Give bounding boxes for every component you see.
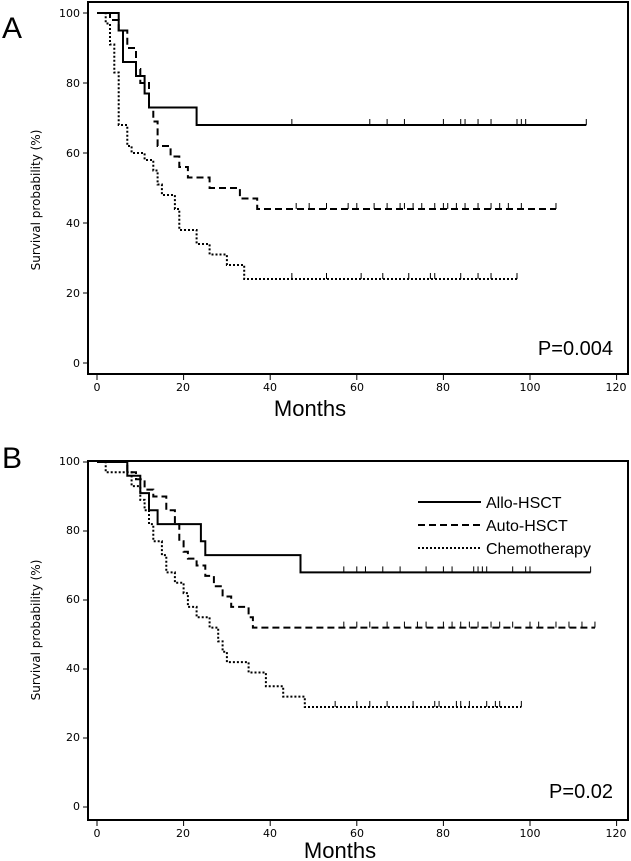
panel-b-series-auto-hsct xyxy=(97,461,595,629)
panel-a-ytick-0: 0 xyxy=(73,357,80,370)
panel-b-ytick-20: 20 xyxy=(66,731,80,744)
panel-a-xtick-labels: 0 20 40 60 80 100 120 xyxy=(94,381,627,394)
panel-b-plot-area xyxy=(83,460,629,826)
panel-a-xtick-60: 60 xyxy=(350,381,364,394)
panel-b-ylabel: Survival probability (%) xyxy=(29,560,43,701)
panel-b-xtick-20: 20 xyxy=(176,827,190,840)
legend-label-chemotherapy: Chemotherapy xyxy=(486,541,591,558)
panel-a-series-dotted xyxy=(97,12,517,280)
panel-b-legend: Allo-HSCT Auto-HSCT Chemotherapy xyxy=(418,495,591,558)
panel-a-series-dashed xyxy=(97,12,556,210)
panel-b: B Survival probability (%) 0 20 40 60 80… xyxy=(2,442,629,861)
panel-a-ytick-60: 60 xyxy=(66,147,80,160)
panel-a-xtick-40: 40 xyxy=(263,381,277,394)
legend-label-auto-hsct: Auto-HSCT xyxy=(486,518,568,535)
panel-a-letter: A xyxy=(2,12,22,45)
panel-b-ytick-60: 60 xyxy=(66,593,80,606)
panel-a-axes-frame xyxy=(87,1,629,375)
panel-b-ytick-40: 40 xyxy=(66,662,80,675)
panel-a-xtick-80: 80 xyxy=(436,381,450,394)
panel-a-xtick-0: 0 xyxy=(94,381,101,394)
panel-b-xtick-40: 40 xyxy=(263,827,277,840)
panel-b-series-allo-hsct xyxy=(97,461,591,574)
panel-a: A Survival probability (%) 0 20 40 60 80… xyxy=(2,1,629,421)
panel-b-axes-frame xyxy=(87,460,629,821)
legend-label-allo-hsct: Allo-HSCT xyxy=(486,495,562,512)
panel-b-xtick-labels: 0 20 40 60 80 100 120 xyxy=(94,827,627,840)
panel-b-ytick-labels: 0 20 40 60 80 100 xyxy=(59,455,80,813)
panel-b-series-chemotherapy xyxy=(97,461,522,708)
panel-b-xtick-120: 120 xyxy=(606,827,627,840)
panel-a-ytick-40: 40 xyxy=(66,217,80,230)
panel-a-xlabel: Months xyxy=(274,396,346,421)
panel-a-xtick-120: 120 xyxy=(606,381,627,394)
panel-b-xlabel: Months xyxy=(304,838,376,861)
panel-a-plot-area xyxy=(83,1,629,380)
panel-a-ytick-100: 100 xyxy=(59,7,80,20)
panel-b-ytick-80: 80 xyxy=(66,524,80,537)
panel-a-ylabel: Survival probability (%) xyxy=(29,130,43,271)
panel-a-ytick-80: 80 xyxy=(66,77,80,90)
panel-b-xtick-80: 80 xyxy=(436,827,450,840)
panel-b-letter: B xyxy=(2,442,22,475)
panel-b-ytick-100: 100 xyxy=(59,455,80,468)
panel-b-xtick-0: 0 xyxy=(94,827,101,840)
panel-a-ytick-20: 20 xyxy=(66,287,80,300)
panel-b-xtick-60: 60 xyxy=(350,827,364,840)
panel-a-pvalue: P=0.004 xyxy=(538,338,613,360)
panel-a-series-solid xyxy=(97,12,587,126)
panel-b-xtick-100: 100 xyxy=(520,827,541,840)
panel-a-xtick-20: 20 xyxy=(176,381,190,394)
panel-a-xtick-100: 100 xyxy=(520,381,541,394)
panel-b-ytick-0: 0 xyxy=(73,800,80,813)
panel-b-pvalue: P=0.02 xyxy=(549,781,613,803)
panel-a-ytick-labels: 0 20 40 60 80 100 xyxy=(59,7,80,370)
